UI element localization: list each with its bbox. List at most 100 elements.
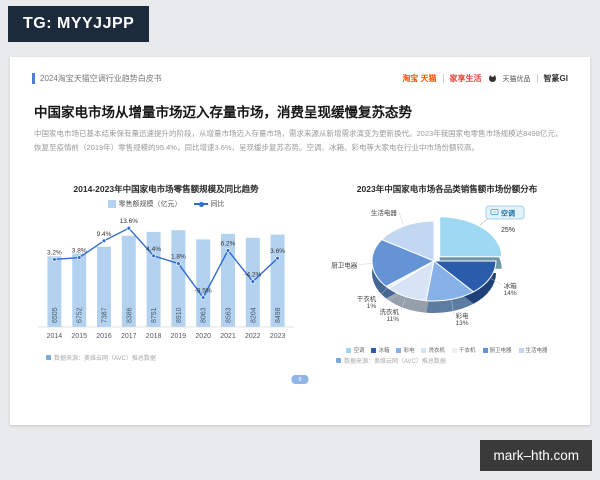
legend-label: 生活电器 xyxy=(525,348,548,354)
legend-swatch-icon xyxy=(518,347,524,353)
pie-label: 干衣机 1% xyxy=(357,294,377,310)
yoy-dot xyxy=(52,257,57,262)
legend-label: 零售额规模（亿元） xyxy=(118,201,182,208)
bar xyxy=(97,246,111,327)
x-tick: 2014 xyxy=(47,333,63,340)
legend-label: 厨卫电器 xyxy=(489,348,512,354)
pie-slice xyxy=(432,260,497,293)
pie-label: 洗衣机 11% xyxy=(380,307,400,323)
yoy-dot xyxy=(126,225,132,231)
yoy-dot xyxy=(200,295,206,300)
legend-label: 同比 xyxy=(210,201,225,208)
source-icon xyxy=(46,355,51,360)
bar-value: 7387 xyxy=(102,307,109,323)
bar-value: 8063 xyxy=(201,307,208,323)
page-title: 中国家电市场从增量市场迈入存量市场，消费呈现缓慢复苏态势 xyxy=(34,105,412,120)
highlight-chip-label: 空调 xyxy=(501,209,515,218)
right-chart-title: 2023年中国家电市场各品类销售额市场份额分布 xyxy=(356,184,538,194)
bar xyxy=(196,239,211,327)
x-tick: 2019 xyxy=(171,333,187,340)
report-slide: 2024淘宝天猫空调行业趋势白皮书 淘宝 天猫 家享生活 天猫优品 智篆GI 中… xyxy=(10,57,590,425)
yoy-dot xyxy=(275,255,280,261)
source-text: 数据来源：奥维云网（AVC）推总数据 xyxy=(344,359,446,365)
x-tick: 2020 xyxy=(195,333,211,340)
yoy-dot xyxy=(176,261,181,266)
highlight-pct: 25% xyxy=(501,227,515,234)
pie-legend-item: 洗衣机 xyxy=(421,346,445,354)
left-chart-legend: 零售额规模（亿元） 同比 xyxy=(32,199,300,209)
logo-divider xyxy=(442,74,444,83)
logo-divider xyxy=(536,74,538,83)
bar-value: 8386 xyxy=(126,307,133,323)
line-swatch-icon xyxy=(193,201,208,207)
retail-trend-chart: 2014-2023年中国家电市场零售额规模及同比趋势 零售额规模（亿元） 同比 … xyxy=(32,183,300,362)
pie-slice xyxy=(439,216,503,258)
yoy-line xyxy=(54,227,279,299)
category-share-chart: 2023年中国家电市场各品类销售额市场份额分布 生活电器 厨卫电器 干衣机 1% 洗衣机… xyxy=(322,183,572,365)
bar-value: 8204 xyxy=(250,307,257,323)
pie-label: 彩电 13% xyxy=(456,311,470,327)
legend-swatch-icon xyxy=(421,347,427,353)
legend-swatch-icon xyxy=(482,347,488,353)
pie-legend-item: 厨卫电器 xyxy=(482,346,512,354)
bar-value: 8910 xyxy=(176,307,183,323)
x-tick: 2022 xyxy=(245,333,261,340)
bar-value: 8563 xyxy=(226,307,233,323)
doc-title: 2024淘宝天猫空调行业趋势白皮书 xyxy=(40,74,162,83)
taobao-tmall-logo: 淘宝 天猫 xyxy=(402,74,437,83)
legend-label: 冰箱 xyxy=(378,348,390,354)
source-text: 数据来源：奥维云网（AVC）推总数据 xyxy=(54,356,156,362)
left-chart-title: 2014-2023年中国家电市场零售额规模及同比趋势 xyxy=(73,184,259,194)
leader-line xyxy=(359,263,372,265)
legend-label: 彩电 xyxy=(403,348,415,354)
yoy-label: 1.8% xyxy=(171,254,186,261)
yoy-label: 9.4% xyxy=(97,231,112,238)
header-accent-bar xyxy=(32,73,35,84)
pie-legend-item: 冰箱 xyxy=(371,346,389,354)
x-tick: 2015 xyxy=(71,333,87,340)
left-source-note: 数据来源：奥维云网（AVC）推总数据 xyxy=(46,353,300,362)
legend-label: 洗衣机 xyxy=(428,348,445,354)
bar xyxy=(171,230,186,327)
page-number-pill: 8 xyxy=(291,375,309,384)
yoy-label: 4.4% xyxy=(146,246,161,253)
pie-label: 生活电器 xyxy=(371,208,398,217)
legend-label: 干衣机 xyxy=(459,348,476,354)
yoy-label: 3.6% xyxy=(270,248,285,255)
legend-swatch-icon xyxy=(452,347,457,353)
summary-paragraph: 中国家电市场已基本结束保有量迅速提升的阶段，从增量市场迈入存量市场，需求来源从新… xyxy=(34,129,563,152)
yoy-dot xyxy=(151,253,156,259)
yoy-label: 3.2% xyxy=(47,249,62,256)
bar-swatch-icon xyxy=(107,200,116,208)
yoy-label: 3.8% xyxy=(72,248,87,255)
tg-badge: TG: MYYJJPP xyxy=(8,6,150,42)
legend-swatch-icon xyxy=(396,347,402,353)
partner-logos: 淘宝 天猫 家享生活 天猫优品 智篆GI xyxy=(402,73,568,84)
leader-line xyxy=(451,300,454,315)
legend-item-bars: 零售额规模（亿元） xyxy=(107,199,182,209)
pie-label: 冰箱 14% xyxy=(504,281,518,297)
bar-value: 8498 xyxy=(275,307,282,323)
right-source-note: 数据来源：奥维云网（AVC）推总数据 xyxy=(336,356,572,365)
bar-value: 6505 xyxy=(52,307,59,323)
legend-swatch-icon xyxy=(346,347,352,353)
bar xyxy=(146,231,161,327)
pie-legend-item: 彩电 xyxy=(396,346,414,354)
yoy-dot xyxy=(225,248,231,253)
pie-slice xyxy=(380,220,435,262)
x-tick: 2018 xyxy=(146,333,162,340)
leader-line xyxy=(400,297,406,311)
bar-value: 8751 xyxy=(151,307,158,323)
pie-slice xyxy=(371,239,436,288)
watermark-badge: mark–hth.com xyxy=(480,440,592,471)
bar xyxy=(72,253,87,327)
bar xyxy=(121,235,136,327)
tmall-youpin-logo: 天猫优品 xyxy=(502,75,531,83)
jiaxiang-logo: 家享生活 xyxy=(449,74,482,83)
yoy-label: -4.2% xyxy=(244,272,261,279)
source-icon xyxy=(336,358,341,363)
bar xyxy=(47,256,62,327)
slide-header: 2024淘宝天猫空调行业趋势白皮书 淘宝 天猫 家享生活 天猫优品 智篆GI xyxy=(32,73,568,84)
x-tick: 2017 xyxy=(121,333,137,340)
